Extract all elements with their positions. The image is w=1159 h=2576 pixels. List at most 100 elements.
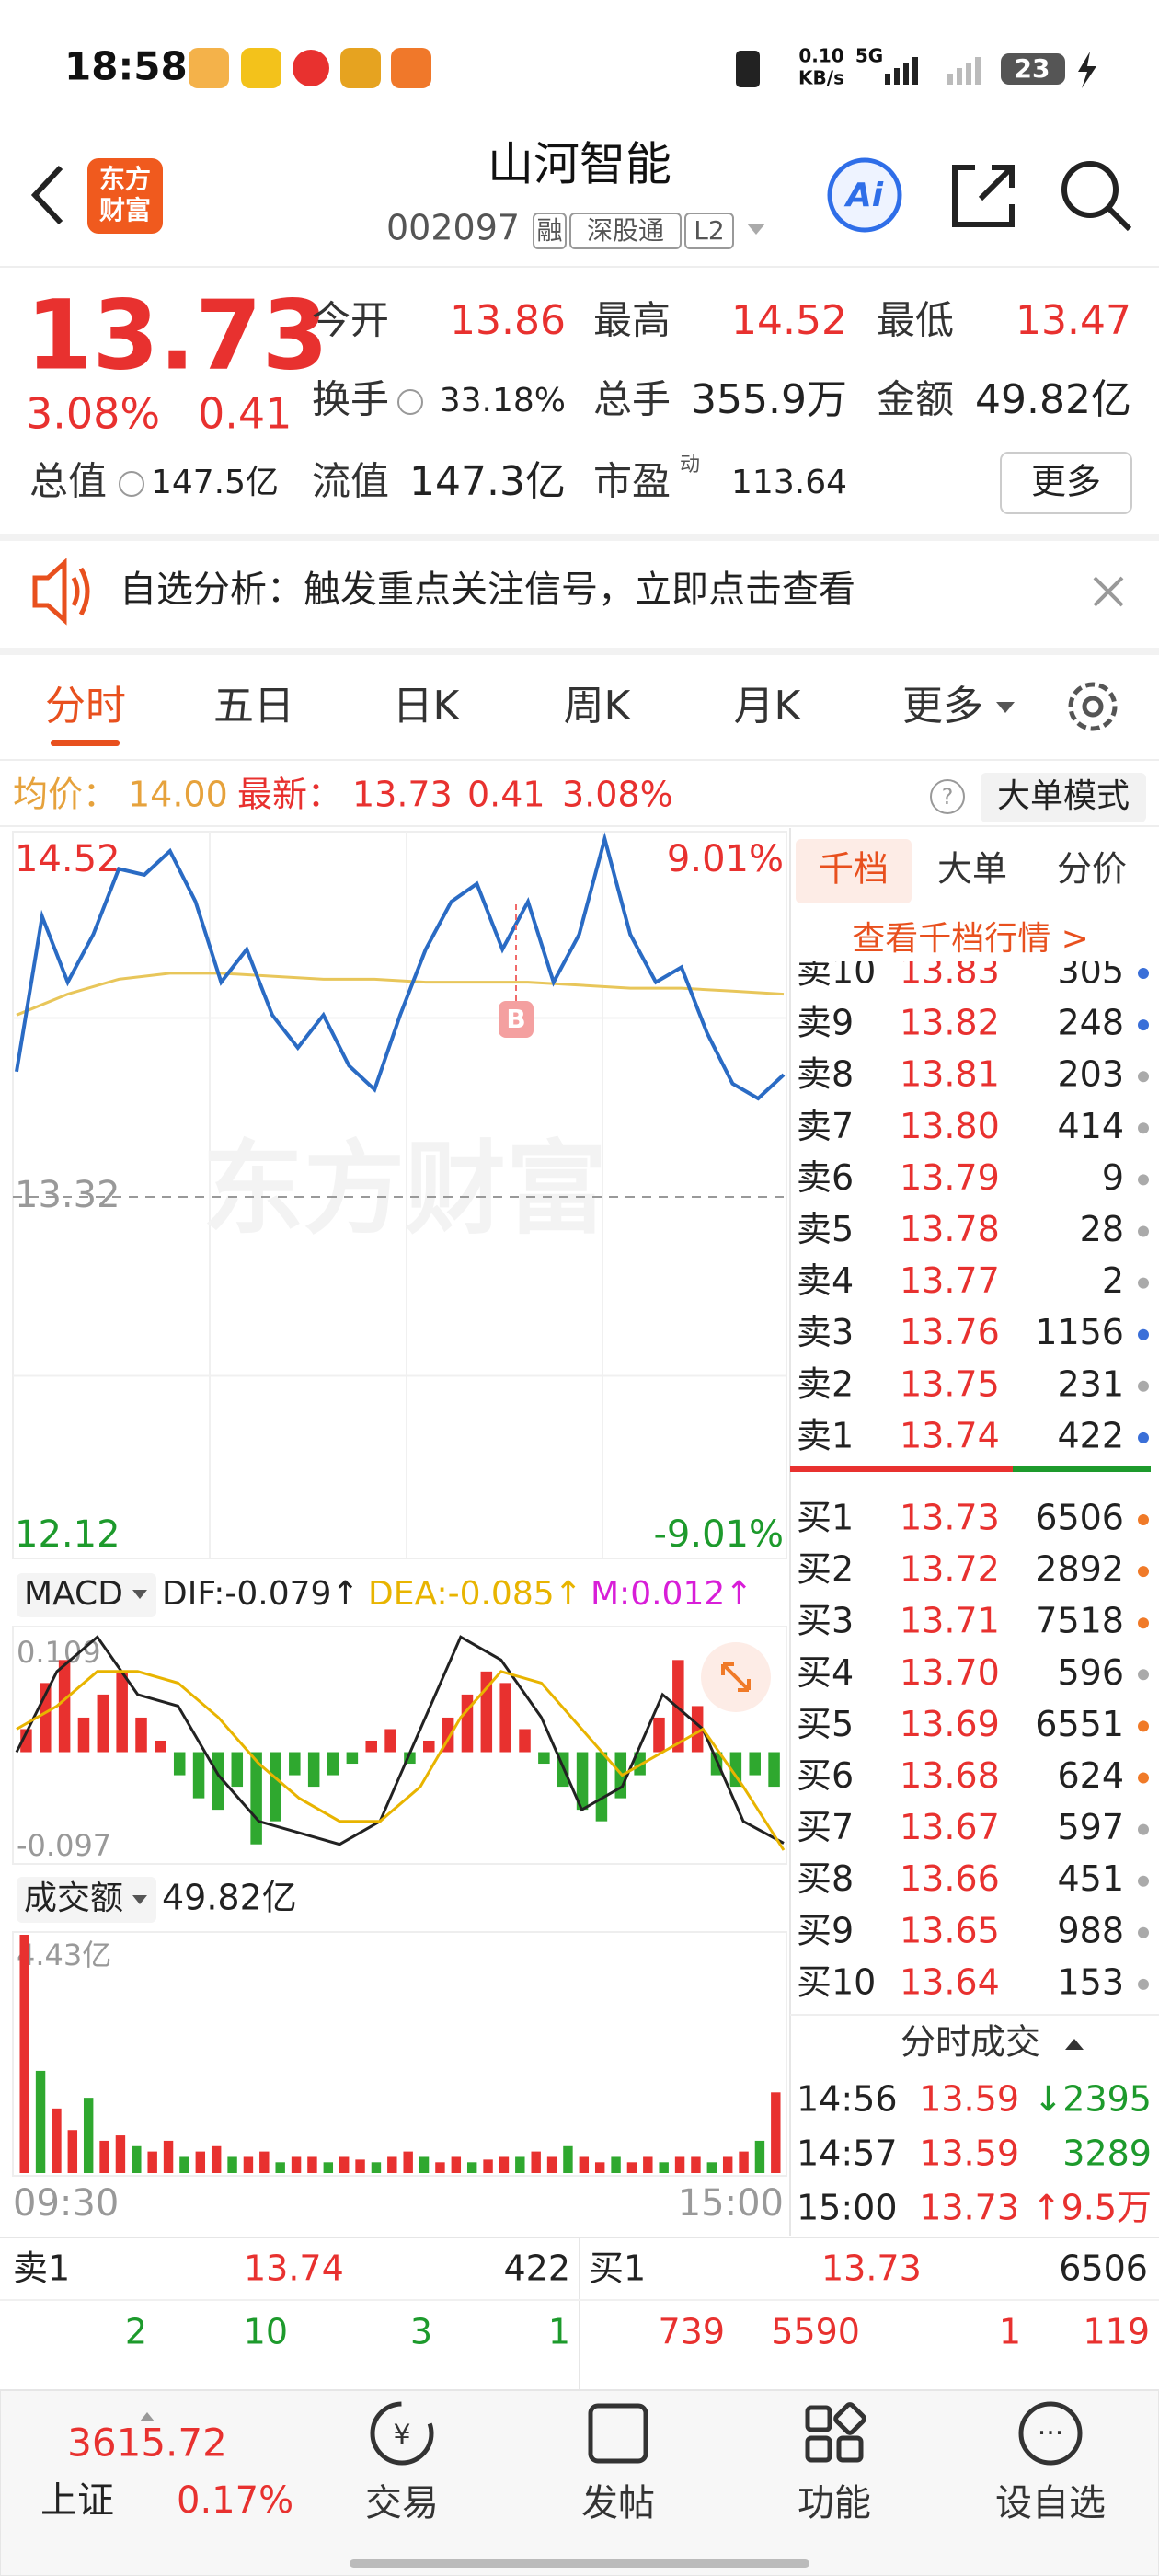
signal-bar xyxy=(957,68,962,85)
trade-volume: 9.5万 xyxy=(1061,2188,1152,2228)
book-volume: 305 xyxy=(1057,951,1124,992)
quote-label: 市盈 xyxy=(593,459,671,504)
sort-arrow[interactable] xyxy=(1065,2039,1084,2050)
signal-bar xyxy=(903,63,909,85)
post-icon[interactable] xyxy=(588,2403,648,2464)
macd-select[interactable] xyxy=(17,1573,156,1617)
pct-label: 9.01% xyxy=(667,838,784,880)
tab: 周K xyxy=(564,683,632,730)
dropdown-arrow[interactable] xyxy=(747,224,765,235)
volume-bar xyxy=(499,2156,510,2173)
macd-bar xyxy=(58,1660,71,1753)
volume-bar xyxy=(35,2070,46,2173)
time-label: 09:30 xyxy=(13,2182,119,2225)
book-tab: 千档 xyxy=(819,849,889,890)
status-time: 18:58 xyxy=(64,44,188,89)
book-price: 13.77 xyxy=(900,1260,1000,1301)
book-separator xyxy=(790,1466,1013,1472)
macd-bar xyxy=(327,1752,339,1776)
stock-tag: 深股通 xyxy=(587,215,664,246)
book-level: 卖2 xyxy=(797,1363,854,1404)
settings-button[interactable] xyxy=(1068,682,1118,731)
change-pct-value: 3.08% xyxy=(562,775,673,815)
book-price: 13.73 xyxy=(900,1498,1000,1538)
book-volume: 451 xyxy=(1057,1858,1124,1899)
trade-time: 14:56 xyxy=(797,2079,898,2120)
book-level: 卖1 xyxy=(797,1415,854,1455)
quote-label: 总值 xyxy=(29,459,107,504)
table-cell: 1 xyxy=(999,2312,1021,2352)
nav-item[interactable]: 发帖 xyxy=(581,2482,655,2524)
search-button[interactable] xyxy=(1061,161,1132,232)
info-icon[interactable] xyxy=(119,471,144,497)
y-tick-label: 12.12 xyxy=(15,1513,120,1556)
tab: 日K xyxy=(393,683,461,730)
trade-icon[interactable] xyxy=(370,2401,434,2466)
volume-bar xyxy=(323,2162,334,2173)
trade-dir: ↓ xyxy=(1033,2079,1062,2120)
stock-tag: L2 xyxy=(694,215,724,246)
trade-price: 13.59 xyxy=(919,2079,1019,2120)
book-volume: 596 xyxy=(1057,1652,1124,1693)
function-icon[interactable] xyxy=(805,2435,832,2463)
volume-bar xyxy=(579,2156,590,2173)
trade-volume: 3289 xyxy=(1062,2133,1152,2174)
watch-icon[interactable] xyxy=(1018,2401,1083,2466)
back-button[interactable] xyxy=(30,165,63,225)
dropdown-arrow xyxy=(132,1590,147,1599)
volume-bar xyxy=(132,2145,142,2173)
dropdown-arrow[interactable] xyxy=(996,702,1015,713)
stock-name: 山河智能 xyxy=(488,138,671,191)
book-dot xyxy=(1138,1328,1149,1340)
book-tab: 分价 xyxy=(1057,849,1127,890)
nav-item[interactable]: 交易 xyxy=(365,2482,439,2524)
nav-item[interactable]: 设自选 xyxy=(995,2482,1106,2524)
book-price: 13.68 xyxy=(900,1755,1000,1796)
volume-bar xyxy=(435,2162,445,2173)
volume-bar xyxy=(387,2156,397,2173)
macd-bar xyxy=(461,1694,474,1753)
nav-item[interactable]: 功能 xyxy=(798,2482,871,2524)
macd-bar xyxy=(97,1694,109,1753)
book-price: 13.66 xyxy=(900,1858,1000,1899)
book-price: 13.76 xyxy=(900,1312,1000,1352)
book-volume: 2 xyxy=(1102,1260,1124,1301)
function-icon[interactable] xyxy=(836,2435,864,2463)
table-price: 13.73 xyxy=(821,2248,922,2289)
quote-label: 金额 xyxy=(877,377,954,422)
volume-bar xyxy=(419,2156,430,2173)
volume-bar xyxy=(243,2156,254,2173)
last-price: 13.73 xyxy=(26,279,328,391)
book-dot xyxy=(1138,1875,1149,1887)
book-level: 买6 xyxy=(797,1755,854,1796)
ai-button[interactable] xyxy=(827,157,902,233)
index-value: 3615.72 xyxy=(67,2421,227,2466)
macd-bar xyxy=(20,1729,32,1753)
book-level: 买10 xyxy=(797,1961,876,2002)
close-button[interactable] xyxy=(1093,576,1124,607)
logo-text: 东方 xyxy=(99,164,151,194)
book-volume: 6506 xyxy=(1035,1498,1124,1538)
macd-top: 0.109 xyxy=(17,1635,101,1670)
more-button[interactable] xyxy=(1000,452,1132,514)
info-icon[interactable] xyxy=(397,389,423,415)
function-icon[interactable] xyxy=(805,2405,832,2432)
book-volume: 597 xyxy=(1057,1807,1124,1847)
share-button[interactable] xyxy=(952,165,1015,227)
function-icon[interactable] xyxy=(833,2402,866,2435)
help-icon[interactable] xyxy=(930,779,965,814)
volume-bar xyxy=(19,1935,29,2173)
macd-bar xyxy=(307,1752,320,1788)
volume-bar xyxy=(691,2156,701,2173)
book-level: 买3 xyxy=(797,1601,854,1641)
volume-select[interactable] xyxy=(17,1877,156,1923)
tag-box xyxy=(569,213,682,249)
search-icon xyxy=(1061,161,1119,218)
book-dot xyxy=(1138,968,1149,979)
table-label: 卖1 xyxy=(13,2248,70,2289)
mode-button[interactable] xyxy=(981,773,1146,822)
macd-bar xyxy=(270,1752,281,1822)
volume-bar xyxy=(626,2162,637,2173)
book-dot xyxy=(1138,1617,1149,1629)
